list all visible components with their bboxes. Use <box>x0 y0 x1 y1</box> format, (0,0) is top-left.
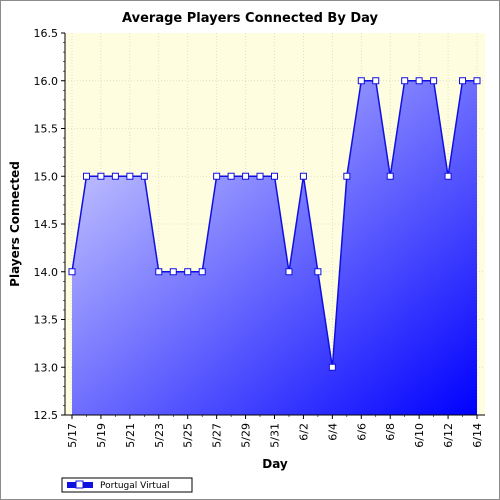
area-layer <box>72 80 477 415</box>
y-axis-title: Players Connected <box>8 161 22 287</box>
marker-layer <box>68 77 481 371</box>
data-point <box>256 172 264 180</box>
series-area <box>72 80 477 415</box>
data-point <box>169 268 177 276</box>
data-point <box>242 172 250 180</box>
x-tick-label: 5/17 <box>66 423 79 448</box>
x-tick-label: 6/4 <box>326 423 339 441</box>
legend-marker <box>75 480 84 489</box>
x-tick-label: 6/6 <box>355 423 368 441</box>
data-point <box>299 172 307 180</box>
x-tick-label: 5/27 <box>211 423 224 448</box>
y-tick-label: 15.5 <box>34 123 59 136</box>
x-tick-label: 5/29 <box>240 423 253 448</box>
x-axis-title: Day <box>262 457 288 471</box>
x-tick-label: 5/31 <box>269 423 282 448</box>
data-point <box>459 77 467 85</box>
x-axis-ticks: 5/17 5/19 5/21 5/23 5/25 5/27 5/29 5/31 6/2 6/4 6/… <box>66 415 484 448</box>
y-tick-label: 13.5 <box>34 314 59 327</box>
y-tick-label: 12.5 <box>34 409 59 422</box>
data-point <box>68 268 76 276</box>
x-tick-label: 6/12 <box>442 423 455 448</box>
data-point <box>473 77 481 85</box>
chart-title: Average Players Connected By Day <box>122 11 378 26</box>
x-tick-label: 5/25 <box>182 423 195 448</box>
legend-box <box>61 477 193 493</box>
data-point <box>111 172 119 180</box>
y-tick-label: 14.0 <box>34 266 59 279</box>
data-point <box>97 172 105 180</box>
x-tick-label: 6/10 <box>413 423 426 448</box>
data-point <box>415 77 423 85</box>
x-tick-label: 6/14 <box>471 423 484 448</box>
x-tick-label: 5/23 <box>153 423 166 448</box>
x-tick-label: 6/2 <box>297 423 310 441</box>
y-tick-label: 13.0 <box>34 361 59 374</box>
data-point <box>271 172 278 180</box>
data-point <box>140 172 148 180</box>
y-axis-ticks: 12.5 13.0 13.5 14.0 14.5 15.0 15.5 16.0 16.5 <box>34 27 65 422</box>
data-point <box>126 172 134 180</box>
data-point <box>198 268 206 276</box>
x-tick-label: 5/21 <box>124 423 137 448</box>
data-point <box>401 77 409 85</box>
y-tick-label: 16.5 <box>34 27 59 40</box>
y-tick-label: 16.0 <box>34 75 59 88</box>
legend: Portugal Virtual <box>61 477 193 493</box>
y-tick-label: 15.0 <box>34 170 59 183</box>
data-point <box>285 268 293 276</box>
data-point <box>343 172 351 180</box>
legend-label: Portugal Virtual <box>100 481 170 491</box>
data-point <box>155 268 163 276</box>
data-point <box>314 268 322 276</box>
data-point <box>227 172 235 180</box>
data-point <box>430 77 438 85</box>
data-point <box>82 172 90 180</box>
data-point <box>328 363 336 371</box>
data-point <box>386 172 394 180</box>
data-point <box>444 172 452 180</box>
data-point <box>357 77 365 85</box>
data-point <box>184 268 192 276</box>
data-point <box>372 77 380 85</box>
x-tick-label: 6/8 <box>384 423 397 441</box>
y-tick-label: 14.5 <box>34 218 59 231</box>
data-point <box>213 172 221 180</box>
x-tick-label: 5/19 <box>95 423 108 448</box>
